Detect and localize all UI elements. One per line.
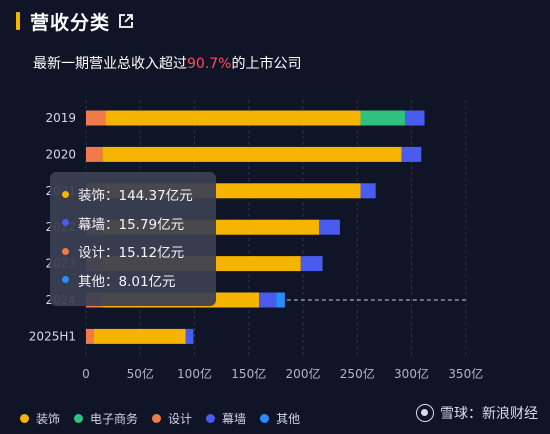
legend-label-curtain-wall: 幕墙 (222, 412, 247, 426)
legend-dot-decoration (20, 414, 29, 423)
legend-item-design[interactable]: 设计 (152, 410, 192, 427)
tooltip-label-curtain-wall: 幕墙：15.79亿元 (78, 216, 185, 233)
tooltip-row-design: 设计：15.12亿元 (62, 237, 204, 266)
bar-segment (404, 110, 425, 126)
watermark-text: 雪球：新浪财经 (440, 406, 538, 422)
tooltip-row-curtain-wall: 幕墙：15.79亿元 (62, 209, 204, 238)
x-tick-label: 150亿 (231, 366, 266, 381)
legend-dot-design (152, 414, 162, 423)
tooltip-label-other: 其他：8.01亿元 (78, 273, 176, 290)
bar-segment (401, 146, 422, 162)
bar-segment (319, 219, 340, 235)
legend-label-decoration: 装饰 (36, 412, 61, 426)
x-tick-label: 200亿 (286, 366, 321, 381)
tooltip-dot-other (62, 276, 69, 284)
subtitle-suffix: 的上市公司 (231, 56, 302, 72)
legend-dot-ecommerce (74, 414, 84, 423)
bar-segment (102, 146, 402, 162)
bar-segment (259, 292, 277, 308)
x-tick-label: 50亿 (127, 366, 154, 381)
tooltip-label-design: 设计：15.12亿元 (78, 245, 185, 262)
x-tick-label: 0 (82, 367, 90, 381)
chart-subtitle: 最新一期营业总收入超过90.7%的上市公司 (33, 53, 301, 73)
legend-item-other[interactable]: 其他 (260, 410, 300, 427)
bar-segment (86, 110, 106, 126)
y-tick-label: 2020 (45, 147, 76, 161)
tooltip-row-other: 其他：8.01亿元 (62, 266, 204, 295)
bar-segment (93, 328, 186, 344)
x-tick-label: 100亿 (177, 366, 212, 381)
bar-segment (185, 328, 194, 344)
legend-dot-other (260, 414, 270, 423)
subtitle-prefix: 最新一期营业总收入超过 (33, 56, 187, 72)
y-tick-label: 2019 (45, 111, 76, 125)
legend-dot-curtain-wall (206, 414, 216, 423)
external-link-icon[interactable] (118, 13, 134, 29)
watermark: 雪球：新浪财经 (416, 403, 538, 423)
bar-segment (360, 183, 376, 199)
x-tick-label: 250亿 (340, 366, 375, 381)
legend-label-design: 设计 (168, 412, 193, 426)
chart-legend: 装饰 电子商务 设计 幕墙 其他 (20, 410, 314, 427)
tooltip-dot-design (62, 247, 69, 255)
x-tick-label: 350亿 (448, 366, 483, 381)
page-title: 营收分类 (30, 11, 111, 34)
bar-segment (360, 110, 405, 126)
bar-segment (300, 256, 323, 272)
bar-segment (86, 146, 103, 162)
title-accent (16, 12, 20, 30)
tooltip-dot-decoration (62, 190, 69, 198)
tooltip-dot-curtain-wall (62, 219, 69, 227)
x-tick-label: 300亿 (394, 366, 429, 381)
legend-item-ecommerce[interactable]: 电子商务 (74, 410, 138, 427)
bar-segment (86, 328, 94, 344)
legend-label-ecommerce: 电子商务 (90, 412, 139, 426)
snowball-logo-icon (416, 404, 434, 422)
y-tick-label: 2025H1 (29, 329, 76, 343)
subtitle-highlight: 90.7% (187, 56, 232, 72)
legend-item-decoration[interactable]: 装饰 (20, 410, 60, 427)
chart-tooltip: 装饰：144.37亿元 幕墙：15.79亿元 设计：15.12亿元 其他：8.0… (50, 172, 216, 306)
tooltip-label-decoration: 装饰：144.37亿元 (78, 188, 193, 205)
title-bar: 营收分类 (16, 8, 134, 34)
bar-segment (276, 292, 285, 308)
bar-segment (105, 110, 361, 126)
legend-label-other: 其他 (276, 412, 301, 426)
tooltip-row-decoration: 装饰：144.37亿元 (62, 180, 204, 209)
legend-item-curtain-wall[interactable]: 幕墙 (206, 410, 246, 427)
